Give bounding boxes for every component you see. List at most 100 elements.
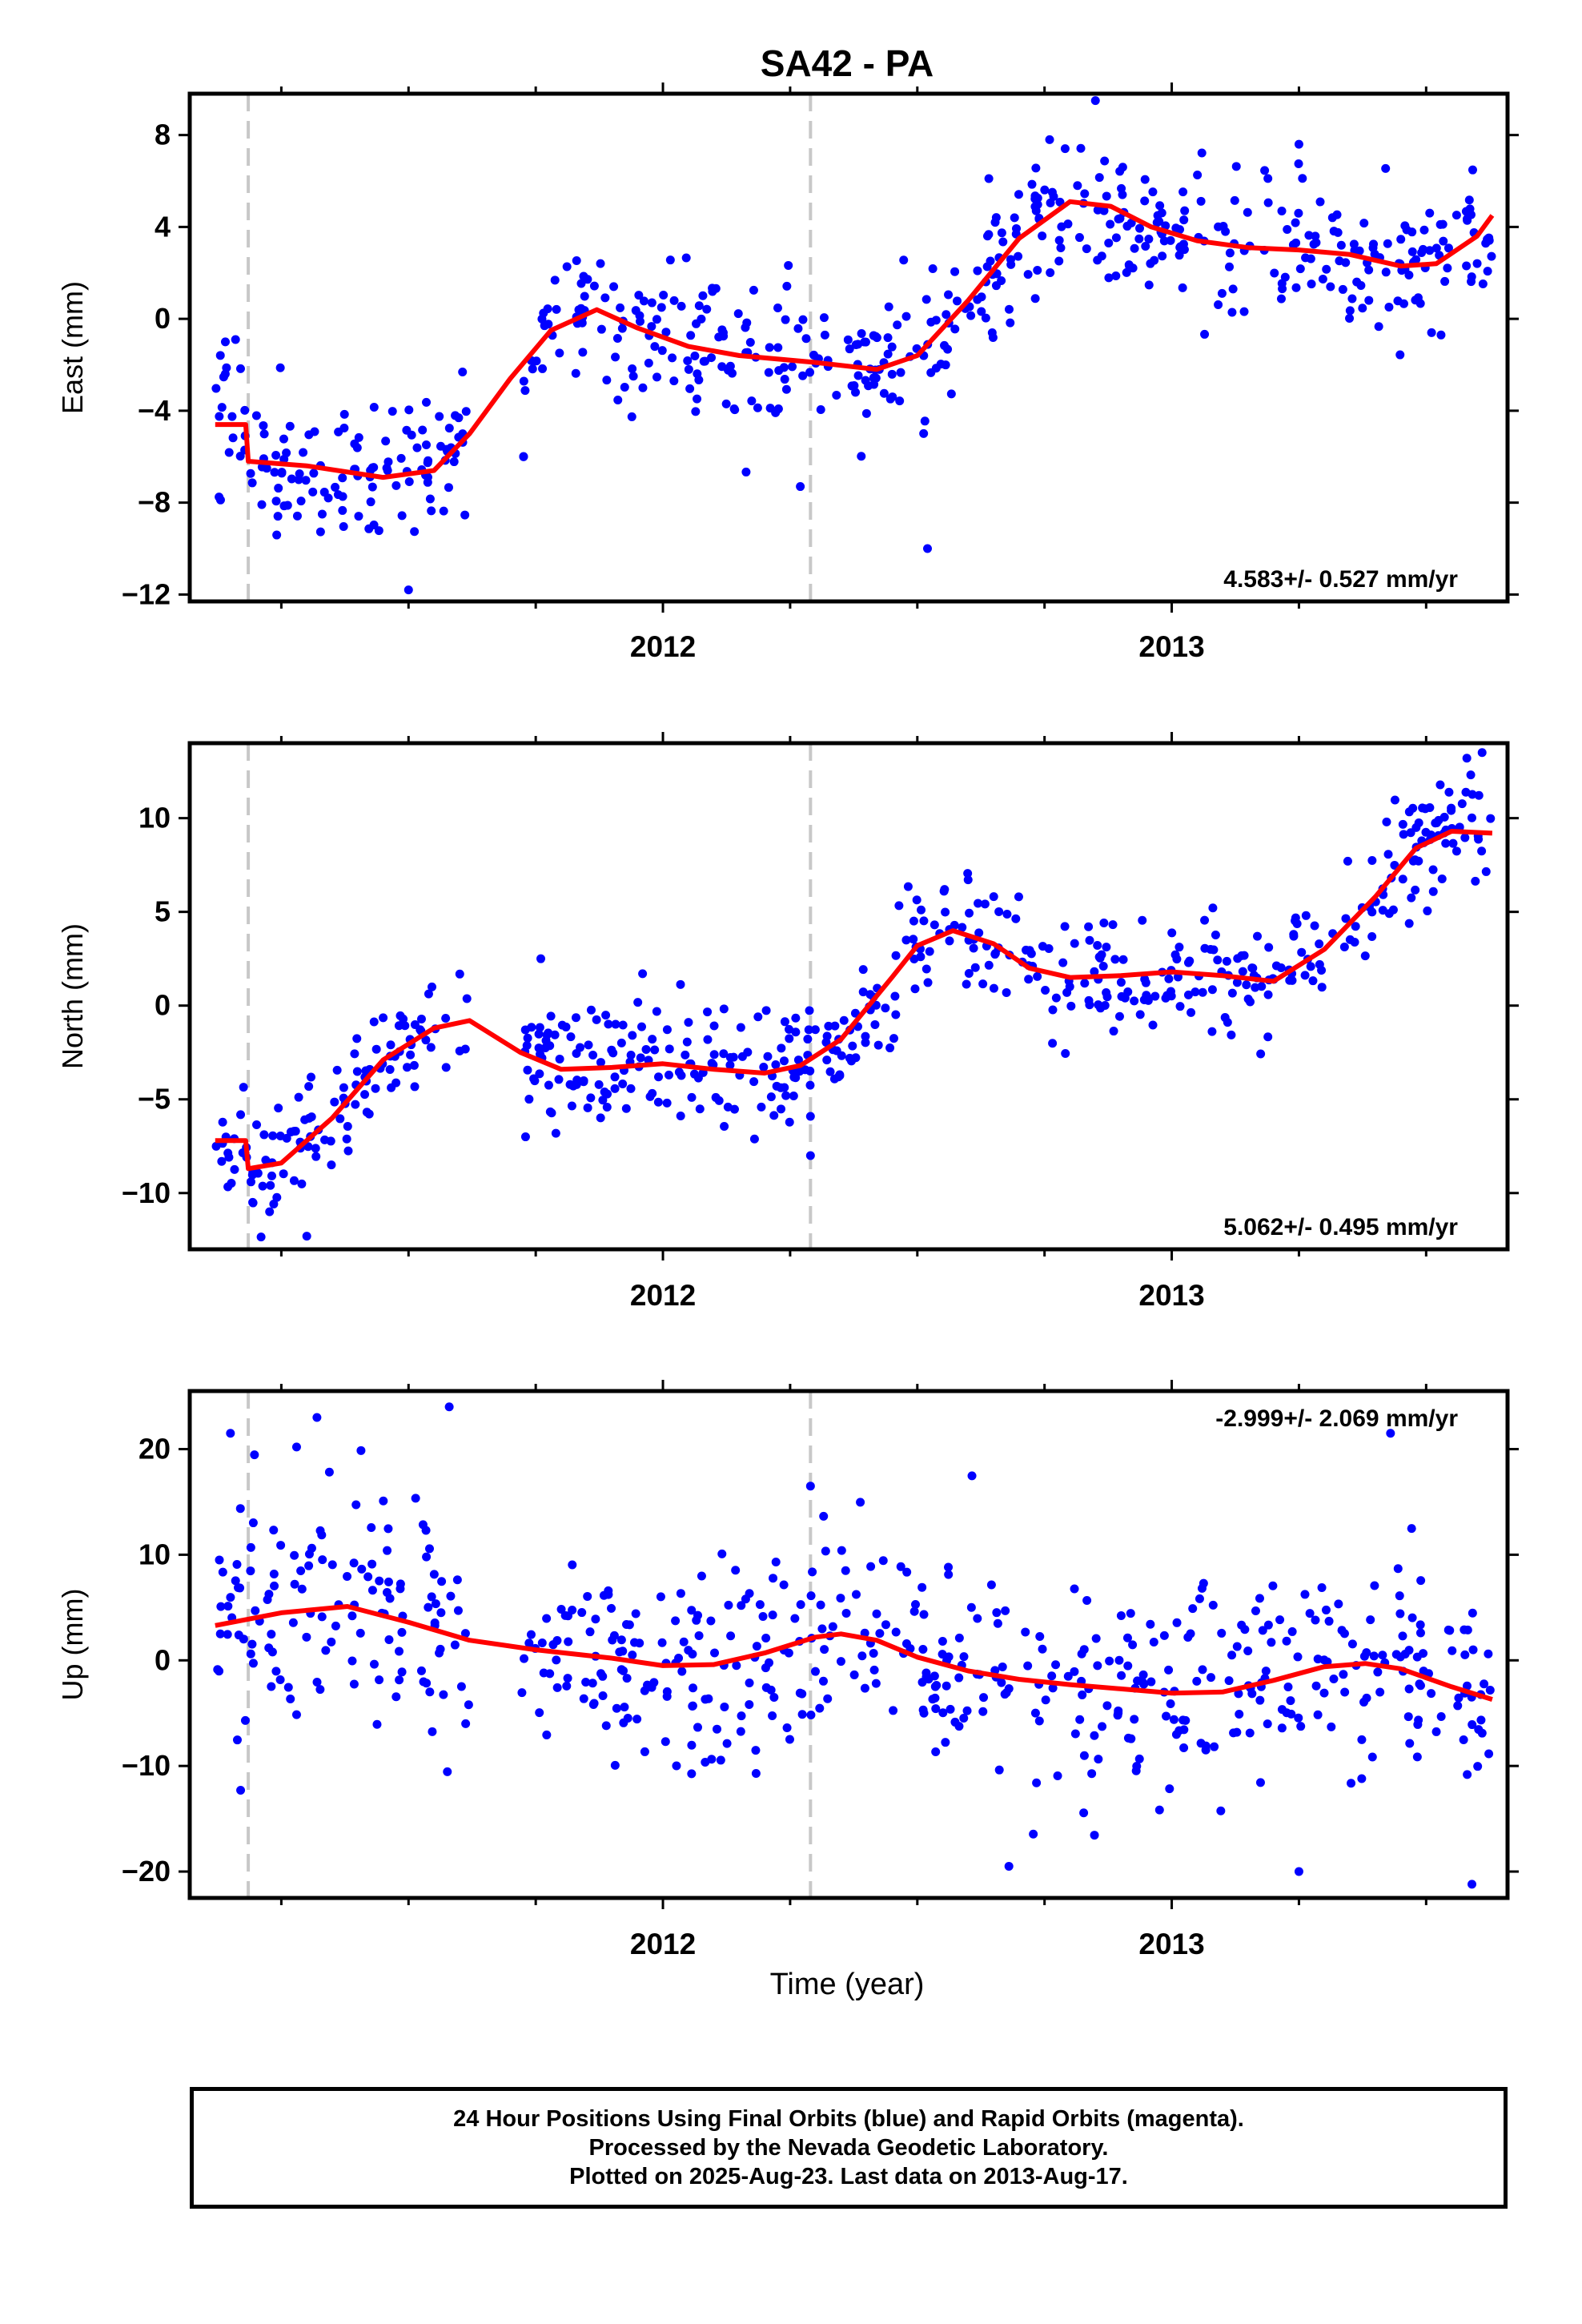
data-point — [252, 1120, 262, 1130]
data-point — [1198, 987, 1207, 997]
data-point — [788, 362, 797, 372]
data-point — [1174, 251, 1184, 260]
data-point — [848, 1041, 857, 1051]
data-point — [743, 1047, 753, 1057]
data-point — [1213, 955, 1223, 965]
data-point — [1207, 1027, 1217, 1036]
data-point — [703, 1035, 713, 1044]
data-point — [637, 1022, 647, 1031]
data-point — [1411, 885, 1420, 895]
data-point — [528, 357, 538, 367]
data-point — [536, 954, 546, 963]
data-point — [1282, 1636, 1291, 1646]
fit-line-north — [215, 829, 1493, 1172]
data-point — [1404, 919, 1414, 928]
data-point — [749, 1077, 759, 1087]
data-point — [1298, 174, 1307, 183]
data-point — [954, 1633, 964, 1642]
data-point — [720, 1121, 729, 1131]
data-point — [589, 1699, 599, 1708]
data-point — [1214, 300, 1223, 310]
data-point — [367, 463, 377, 472]
data-point — [311, 1144, 320, 1153]
data-point — [687, 1740, 697, 1750]
data-point — [925, 947, 934, 956]
data-point — [571, 368, 580, 378]
data-point — [872, 1609, 881, 1618]
data-point — [581, 1677, 591, 1687]
data-point — [600, 293, 610, 303]
data-point — [520, 386, 530, 396]
data-point — [761, 1633, 771, 1642]
data-point — [551, 1128, 560, 1138]
x-tick-label: 2012 — [630, 1928, 696, 1960]
data-point — [371, 1084, 380, 1093]
data-point — [1383, 850, 1393, 859]
data-point — [1390, 795, 1399, 805]
data-point — [1350, 938, 1359, 947]
data-point — [235, 1583, 245, 1593]
data-point — [1217, 288, 1227, 298]
data-point — [367, 482, 377, 492]
data-point — [583, 1591, 592, 1601]
plot-frame — [187, 91, 1510, 604]
data-point — [622, 1674, 632, 1683]
data-point — [1300, 1590, 1310, 1599]
data-point — [661, 1737, 670, 1747]
data-point — [893, 320, 902, 330]
data-point — [601, 1721, 611, 1731]
data-point — [1142, 991, 1151, 1000]
data-point — [994, 907, 1004, 916]
data-point — [441, 1014, 451, 1023]
data-point — [879, 388, 889, 398]
data-point — [628, 364, 637, 374]
data-point — [522, 1041, 532, 1051]
data-point — [1289, 931, 1299, 941]
data-point — [1054, 256, 1064, 266]
data-point — [385, 1594, 395, 1603]
data-point — [584, 1040, 593, 1050]
data-point — [1175, 1002, 1185, 1011]
data-point — [1395, 1591, 1404, 1601]
data-point — [980, 899, 990, 909]
data-point — [1291, 238, 1301, 247]
data-point — [1114, 1708, 1123, 1718]
data-point — [944, 1570, 954, 1579]
data-point — [641, 1044, 651, 1054]
data-point — [1108, 920, 1118, 930]
data-point — [256, 1232, 266, 1242]
data-point — [982, 231, 992, 241]
data-point — [944, 1562, 954, 1572]
data-point — [1232, 1727, 1242, 1737]
data-point — [1231, 162, 1241, 171]
data-point — [291, 1442, 301, 1452]
data-point — [731, 1566, 741, 1575]
data-point — [1167, 928, 1177, 938]
data-point — [1123, 1661, 1133, 1671]
data-point — [259, 1130, 269, 1140]
data-point — [753, 403, 762, 412]
data-point — [215, 1667, 224, 1676]
data-point — [578, 348, 588, 357]
data-point — [1297, 947, 1307, 957]
data-point — [279, 434, 288, 444]
data-point — [978, 1707, 988, 1716]
data-point — [657, 346, 667, 356]
data-point — [1180, 206, 1190, 215]
data-point — [656, 303, 666, 312]
data-point — [275, 1675, 285, 1684]
data-point — [650, 1045, 660, 1055]
data-point — [1193, 170, 1203, 179]
data-point — [1460, 833, 1470, 842]
data-point — [883, 349, 893, 359]
data-point — [1122, 267, 1131, 277]
data-point — [1216, 1806, 1226, 1815]
data-point — [751, 1769, 761, 1779]
data-point — [1333, 227, 1343, 237]
data-point — [1339, 943, 1349, 952]
data-point — [1126, 1609, 1135, 1618]
data-point — [542, 1614, 552, 1623]
data-point — [832, 391, 841, 400]
data-point — [282, 1133, 291, 1143]
data-point — [871, 1679, 881, 1688]
